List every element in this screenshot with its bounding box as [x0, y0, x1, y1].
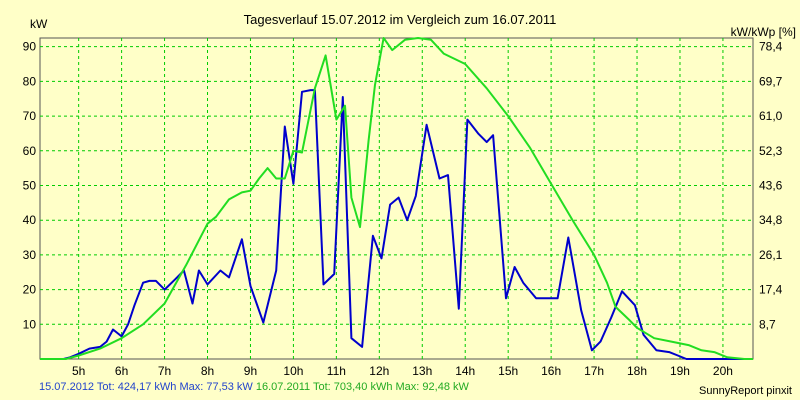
- series-line-2: [40, 37, 753, 360]
- x-tick-label: 11h: [327, 364, 346, 378]
- x-tick-label: 15h: [498, 364, 518, 378]
- y-tick-label-right: 34,8: [759, 213, 783, 227]
- x-tick-label: 8h: [201, 364, 214, 378]
- y-tick-label-left: 20: [23, 283, 37, 297]
- y-tick-label-left: 50: [23, 178, 37, 192]
- y-tick-label-left: 10: [23, 317, 37, 331]
- legend-series-1: 15.07.2012 Tot: 424,17 kWh Max: 77,53 kW: [39, 381, 253, 393]
- x-tick-label: 7h: [158, 364, 171, 378]
- y-tick-label-right: 26,1: [759, 248, 783, 262]
- y-tick-label-right: 78,4: [759, 40, 783, 54]
- y-tick-label-left: 80: [23, 74, 37, 88]
- y-tick-label-right: 43,6: [759, 178, 783, 192]
- x-tick-label: 13h: [412, 364, 432, 378]
- chart-title: Tagesverlauf 15.07.2012 im Vergleich zum…: [244, 12, 557, 27]
- y-tick-label-left: 70: [23, 109, 37, 123]
- x-tick-label: 20h: [713, 364, 733, 378]
- right-axis-unit: kW/kWp [%]: [731, 25, 796, 39]
- series-lines: [40, 37, 753, 360]
- y-tick-label-left: 90: [23, 40, 37, 54]
- legend-footer: 15.07.2012 Tot: 424,17 kWh Max: 77,53 kW…: [39, 381, 469, 393]
- axis-labels: 10 8,7 20 17,4 30 26,1 40 34,8 50 43,6 60 52,3 70 61,…: [23, 40, 783, 378]
- x-tick-label: 16h: [541, 364, 561, 378]
- y-tick-label-right: 8,7: [759, 317, 776, 331]
- credit-text: SunnyReport pinxit: [699, 385, 792, 397]
- series-line-1: [40, 89, 753, 360]
- y-tick-label-left: 40: [23, 213, 37, 227]
- y-tick-label-right: 52,3: [759, 144, 783, 158]
- y-tick-label-right: 17,4: [759, 283, 783, 297]
- legend-series-2: 16.07.2011 Tot: 703,40 kWh Max: 92,48 kW: [255, 381, 469, 393]
- x-tick-label: 12h: [369, 364, 389, 378]
- x-tick-label: 9h: [244, 364, 257, 378]
- x-tick-label: 6h: [115, 364, 128, 378]
- x-tick-label: 18h: [627, 364, 647, 378]
- y-tick-label-left: 30: [23, 248, 37, 262]
- grid-lines: [40, 38, 753, 359]
- x-tick-label: 17h: [584, 364, 604, 378]
- x-tick-label: 19h: [670, 364, 690, 378]
- y-tick-label-right: 61,0: [759, 109, 783, 123]
- x-tick-label: 10h: [283, 364, 303, 378]
- left-axis-unit: kW: [30, 17, 48, 31]
- y-tick-label-left: 60: [23, 144, 37, 158]
- x-tick-label: 5h: [72, 364, 85, 378]
- y-tick-label-right: 69,7: [759, 74, 783, 88]
- plot-area: [39, 37, 754, 360]
- x-tick-label: 14h: [455, 364, 475, 378]
